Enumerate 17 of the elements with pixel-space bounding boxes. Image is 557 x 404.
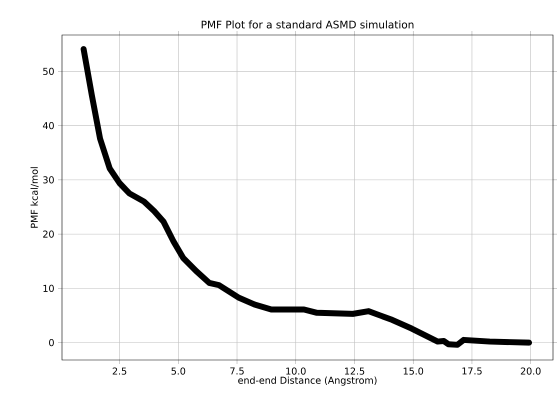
x-tick-label: 20.0 (520, 368, 541, 375)
y-tick-label: 0 (49, 339, 54, 346)
x-tick-label: 17.5 (462, 368, 482, 375)
y-tick-label: 40 (42, 122, 54, 130)
y-axis-title: PMF kcal/mol (30, 167, 39, 228)
y-tick-label: 10 (43, 284, 54, 292)
x-tick-label: 10.0 (286, 368, 306, 375)
x-axis-title: end-end Distance (Angstrom) (238, 376, 377, 386)
y-tick-label: 30 (43, 176, 54, 184)
x-tick-label: 7.5 (230, 368, 244, 375)
x-tick-label: 5.0 (172, 368, 186, 375)
x-tick-label: 15.0 (404, 368, 424, 375)
x-tick-label: 12.5 (345, 368, 364, 375)
y-tick-label: 50 (43, 68, 54, 75)
y-tick-label: 20 (43, 230, 54, 238)
chart-title: PMF Plot for a standard ASMD simulation (202, 20, 414, 28)
x-tick-label: 2.5 (112, 368, 126, 375)
